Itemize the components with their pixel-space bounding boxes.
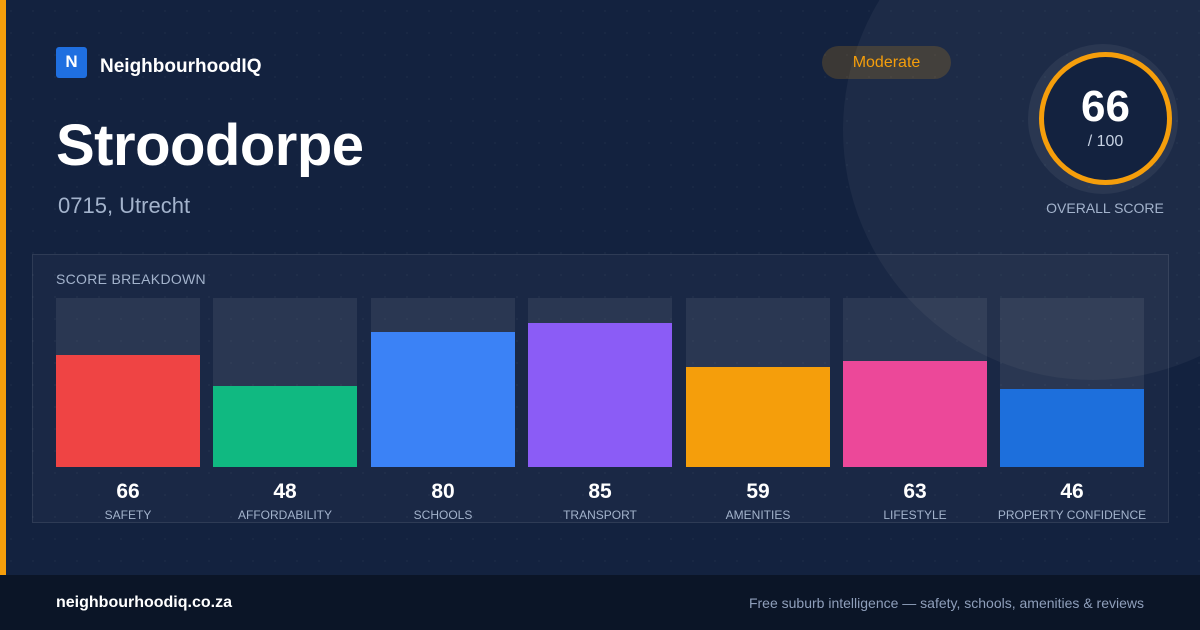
suburb-location: 0715, Utrecht <box>58 193 191 218</box>
bar-label-schools: SCHOOLS <box>413 508 473 522</box>
footer: neighbourhoodiq.co.za Free suburb intell… <box>0 575 1200 630</box>
footer-url-link[interactable]: neighbourhoodiq.co.za <box>56 593 232 611</box>
bar-value-property-confidence: 46 <box>1060 480 1084 503</box>
overall-score-value: 66 <box>1081 82 1130 131</box>
bar-value-schools: 80 <box>431 480 455 503</box>
bar-fill-schools <box>371 332 515 467</box>
score-ring <box>1039 52 1172 185</box>
bar-label-affordability: AFFORDABILITY <box>237 508 332 522</box>
bar-value-safety: 66 <box>116 480 140 503</box>
bar-value-transport: 85 <box>588 480 612 503</box>
bar-value-amenities: 59 <box>746 480 770 503</box>
bar-label-transport: TRANSPORT <box>563 508 637 522</box>
brand-name: NeighbourhoodIQ <box>100 56 262 77</box>
bar-fill-safety <box>56 355 200 467</box>
score-card: N NeighbourhoodIQ Stroodorpe 0715, Utrec… <box>0 0 1200 575</box>
suburb-title: Stroodorpe <box>56 113 364 178</box>
bar-track <box>1000 298 1144 467</box>
breakdown-panel <box>32 254 1169 523</box>
bar-fill-affordability <box>213 386 357 467</box>
bar-track <box>843 298 987 467</box>
bar-label-lifestyle: LIFESTYLE <box>883 508 947 522</box>
bar-fill-property-confidence <box>1000 389 1144 467</box>
rating-badge: Moderate <box>822 46 951 79</box>
breakdown-title: SCORE BREAKDOWN <box>56 271 206 287</box>
overall-score-label: OVERALL SCORE <box>1046 200 1164 216</box>
footer-tagline: Free suburb intelligence — safety, schoo… <box>748 594 1144 611</box>
bar-track <box>56 298 200 467</box>
overall-score-max: / 100 <box>1087 133 1124 150</box>
bar-fill-amenities <box>686 367 830 467</box>
accent-bar <box>0 0 6 575</box>
bar-track <box>686 298 830 467</box>
bar-track <box>371 298 515 467</box>
bar-track <box>213 298 357 467</box>
brand-logo-icon: N <box>56 46 87 78</box>
bar-label-property-confidence: PROPERTY CONFIDENCE <box>997 508 1147 522</box>
bar-label-amenities: AMENITIES <box>725 508 791 522</box>
brand: N NeighbourhoodIQ <box>56 46 261 78</box>
bar-label-safety: SAFETY <box>104 508 152 522</box>
bar-fill-transport <box>528 323 672 467</box>
bar-fill-lifestyle <box>843 361 987 467</box>
bar-track <box>528 298 672 467</box>
bar-value-affordability: 48 <box>273 480 297 503</box>
bar-value-lifestyle: 63 <box>903 480 927 503</box>
